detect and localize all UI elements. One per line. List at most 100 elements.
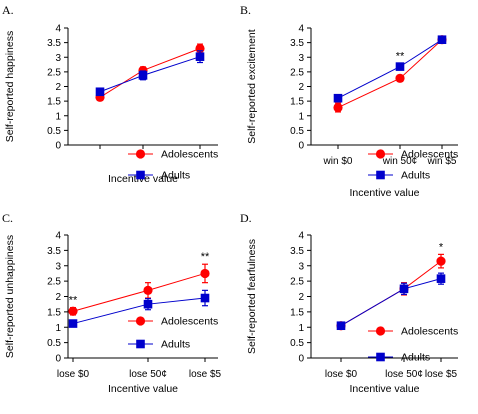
series-line	[72, 272, 206, 312]
data-point-marker	[336, 321, 346, 331]
data-point-marker	[200, 293, 210, 303]
data-point-marker	[95, 87, 105, 97]
y-axis-label: Self-reported happiness	[4, 31, 16, 143]
y-tick-label: 3	[55, 53, 61, 64]
legend-label: Adults	[161, 170, 190, 182]
series-line	[337, 39, 443, 99]
data-point-marker	[143, 299, 153, 309]
y-axis-label: Self-reported fearfulness	[246, 239, 258, 354]
series-adults	[333, 35, 447, 103]
data-point-marker	[395, 62, 405, 71]
legend-marker	[136, 170, 145, 180]
x-axis-label: Incentive value	[349, 383, 419, 395]
panel-label: A.	[2, 3, 14, 17]
x-tick-label: lose $0	[57, 369, 90, 380]
legend-marker	[376, 352, 385, 362]
x-tick-label: lose 50¢	[129, 369, 167, 380]
data-point-marker	[333, 102, 343, 113]
y-tick-label: 2	[55, 292, 61, 303]
significance-marker: **	[201, 251, 210, 263]
series-line	[340, 278, 442, 327]
y-tick-label: 0	[55, 141, 61, 152]
data-point-marker	[395, 73, 405, 83]
data-point-marker	[436, 274, 446, 283]
y-tick-label: 3	[55, 261, 61, 272]
legend-label: Adolescents	[401, 326, 458, 338]
data-point-marker	[333, 93, 343, 103]
data-point-marker	[200, 268, 210, 279]
y-tick-label: 3	[298, 261, 304, 272]
panel-label: C.	[2, 211, 13, 225]
y-tick-label: 1.5	[47, 97, 61, 108]
data-point-marker	[195, 52, 205, 61]
x-tick-label: lose $0	[325, 369, 358, 380]
legend-marker	[375, 326, 386, 336]
y-tick-label: 3	[298, 53, 304, 64]
series-line	[99, 56, 201, 93]
y-tick-label: 1.5	[290, 97, 304, 108]
significance-marker: **	[69, 295, 78, 307]
legend-item-adolescents: Adolescents	[368, 326, 458, 338]
x-axis-label: Incentive value	[349, 187, 419, 199]
y-tick-label: 1	[55, 111, 61, 122]
legend-marker	[135, 149, 146, 159]
data-point-marker	[68, 319, 78, 328]
y-tick-label: 1	[298, 111, 304, 122]
legend-item-adults: Adults	[128, 339, 190, 351]
panel-label: B.	[240, 3, 251, 17]
series-line	[340, 260, 442, 327]
legend-item-adolescents: Adolescents	[128, 149, 218, 161]
y-tick-label: 1.5	[47, 307, 61, 318]
panel-label: D.	[240, 211, 252, 225]
panel-d: D. 0 0.5 1 1.5 2 2.5 3 3.5 4 lose $0 lose 50¢ lose $…	[240, 211, 458, 395]
panel-c: C. 0 0.5 1 1.5 2 2.5 3 3.5 4 lose $0 lose 50¢ lose $…	[2, 211, 222, 395]
x-tick-label: lose $5	[189, 369, 222, 380]
y-tick-label: 1.5	[290, 307, 304, 318]
legend-label: Adults	[401, 352, 430, 364]
y-tick-label: 2	[55, 82, 61, 93]
x-axis-label: Incentive value	[108, 383, 178, 395]
data-point-marker	[68, 306, 78, 316]
y-tick-label: 0.5	[47, 338, 61, 349]
y-tick-label: 0	[298, 141, 304, 152]
panel-b: B. 0 0.5 1 1.5 2 2.5 3 3.5 4 win $0 win 50¢ win $5 In…	[240, 3, 458, 199]
y-tick-label: 0	[298, 354, 304, 365]
legend-marker	[376, 170, 385, 180]
x-tick-label: lose 50¢	[385, 369, 423, 380]
y-tick-label: 2	[298, 82, 304, 93]
y-tick-label: 2.5	[290, 67, 304, 78]
x-tick-label: win 50¢	[382, 156, 417, 167]
y-tick-label: 0.5	[290, 126, 304, 137]
series-adults	[68, 289, 210, 328]
y-tick-label: 3.5	[47, 38, 61, 49]
series-adults	[95, 50, 205, 97]
x-tick-label: win $0	[323, 156, 353, 167]
legend-marker	[375, 149, 386, 159]
y-axis-label: Self-reported excitement	[246, 29, 258, 143]
y-axis-label: Self-reported unhappiness	[4, 235, 16, 358]
data-point-marker	[399, 284, 409, 294]
legend-label: Adolescents	[161, 316, 218, 328]
legend-marker	[135, 316, 146, 326]
y-tick-label: 4	[55, 231, 61, 242]
legend-item-adults: Adults	[368, 352, 430, 364]
y-tick-label: 0	[55, 354, 61, 365]
data-point-marker	[437, 35, 447, 44]
y-tick-label: 4	[298, 231, 304, 242]
y-tick-label: 2.5	[47, 277, 61, 288]
legend-item-adults: Adults	[368, 170, 430, 182]
y-tick-label: 0.5	[290, 338, 304, 349]
y-tick-label: 1	[55, 323, 61, 334]
legend-label: Adolescents	[401, 149, 458, 161]
y-tick-label: 3.5	[47, 246, 61, 257]
y-tick-label: 4	[298, 24, 304, 35]
x-tick-label: win $5	[427, 156, 457, 167]
y-tick-label: 0.5	[47, 126, 61, 137]
legend-item-adolescents: Adolescents	[368, 149, 458, 161]
y-tick-label: 3.5	[290, 246, 304, 257]
series-adolescents	[333, 35, 447, 113]
y-tick-label: 4	[55, 24, 61, 35]
legend-label: Adults	[161, 339, 190, 351]
